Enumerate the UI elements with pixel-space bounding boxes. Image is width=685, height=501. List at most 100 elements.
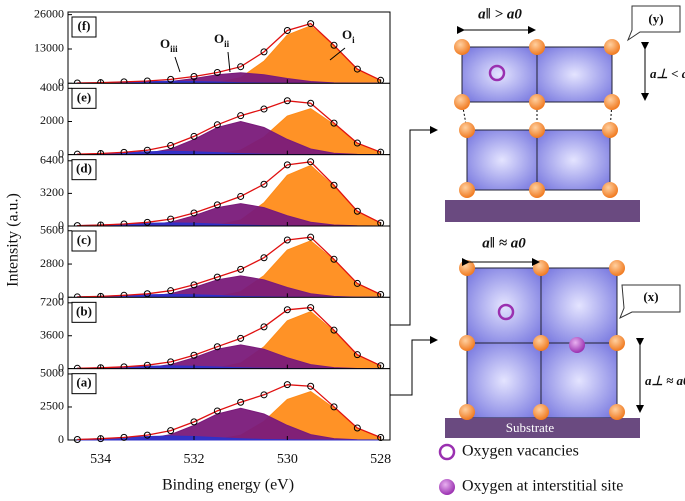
substrate — [445, 418, 640, 438]
y-tick-label: 2500 — [40, 399, 64, 413]
cube — [461, 46, 538, 103]
data-point — [330, 119, 338, 127]
x-tick-label: 530 — [277, 452, 298, 467]
connector — [390, 126, 438, 326]
lattice-label: a‖ > a0 — [478, 6, 522, 22]
data-point — [167, 75, 175, 83]
data-point — [213, 69, 221, 77]
annotation-arrow — [174, 56, 181, 73]
lattice-label: a‖ ≈ a0 — [482, 235, 526, 251]
substrate-label: Substrate — [506, 420, 555, 435]
legend-symbol — [438, 443, 456, 461]
y-tick-label: 5000 — [40, 366, 64, 380]
data-point — [237, 265, 245, 273]
cube — [536, 46, 613, 103]
lattice-label: a⊥ ≈ a0 — [645, 373, 685, 388]
lattice-relaxed: Substrate a‖ ≈ a0 a⊥ ≈ a0 (x) — [445, 235, 685, 438]
annotation-sub: iii — [170, 44, 178, 54]
panel-label-box — [71, 16, 97, 38]
panel-label: (d) — [76, 161, 92, 176]
data-point — [330, 181, 338, 189]
data-point — [213, 273, 221, 281]
data-point — [283, 26, 291, 34]
y-tick-label: 3600 — [40, 327, 64, 341]
data-point — [237, 398, 245, 406]
y-tick-label: 7200 — [40, 295, 64, 309]
legend-label: Oxygen vacancies — [462, 443, 579, 460]
data-point — [167, 287, 175, 295]
y-axis-label: Intensity (a.u.) — [5, 193, 22, 287]
callout-tag: (y) — [648, 11, 663, 26]
fit-line — [77, 306, 381, 369]
data-point — [73, 435, 81, 443]
data-point — [283, 381, 291, 389]
xps-plot: 0 13000 26000 (f) 0 2000 4000 (e) 0 3200 6400 (d) 0 2… — [34, 6, 391, 467]
data-point — [167, 142, 175, 150]
data-point — [190, 209, 198, 217]
x-axis-label: Binding energy (eV) — [162, 477, 294, 494]
data-point — [330, 326, 338, 334]
annotation-text: O — [214, 31, 224, 46]
data-point — [167, 358, 175, 366]
lattice-strained: a‖ > a0 a⊥ < a0 (y) — [445, 5, 685, 222]
data-point — [307, 382, 315, 390]
data-point — [190, 132, 198, 140]
y-tick-label: 0 — [58, 218, 64, 232]
annotation-arrow — [329, 47, 346, 61]
annotation-sub: i — [352, 35, 355, 45]
fit-line — [77, 236, 381, 298]
y-tick-label: 26000 — [34, 6, 64, 20]
y-tick-label: 6400 — [40, 153, 64, 167]
y-tick-label: 4000 — [40, 80, 64, 94]
data-point — [97, 435, 105, 443]
cube — [466, 129, 538, 191]
cube — [466, 342, 542, 419]
data-point — [143, 146, 151, 154]
y-tick-label: 0 — [58, 432, 64, 446]
data-point — [307, 20, 315, 28]
data-point — [330, 255, 338, 263]
panel-label: (a) — [76, 375, 91, 390]
data-point — [190, 351, 198, 359]
annotation-arrow — [227, 51, 231, 73]
panel-label-box — [71, 301, 97, 323]
data-point — [353, 65, 361, 73]
panel-label-box — [71, 230, 97, 252]
data-point — [190, 418, 198, 426]
data-point — [237, 334, 245, 342]
panel-label-box — [71, 373, 97, 395]
y-tick-label: 0 — [58, 146, 64, 160]
annotation: Oii — [214, 31, 230, 49]
data-point — [260, 391, 268, 399]
data-point — [213, 201, 221, 209]
substrate — [445, 200, 640, 222]
data-point — [283, 161, 291, 169]
annotation-text: O — [342, 27, 352, 42]
data-point — [330, 403, 338, 411]
data-point — [283, 306, 291, 314]
data-point — [213, 343, 221, 351]
data-point — [377, 433, 385, 441]
data-point — [143, 290, 151, 298]
peak-annotations: Oiii Oii Oi — [160, 27, 355, 73]
data-point — [237, 192, 245, 200]
interstitial — [569, 337, 585, 353]
y-tick-label: 3200 — [40, 185, 64, 199]
data-point — [237, 63, 245, 71]
annotation: Oi — [342, 27, 355, 45]
fit-line — [77, 100, 381, 155]
data-point — [353, 139, 361, 147]
atoms — [454, 39, 620, 198]
data-point — [260, 180, 268, 188]
y-tick-label: 5600 — [40, 223, 64, 237]
data-point — [260, 105, 268, 113]
vacancy — [488, 64, 506, 82]
panel-label: (c) — [77, 232, 91, 247]
annotation-text: O — [160, 36, 170, 51]
callout-tag: (x) — [643, 289, 658, 304]
annotation: Oiii — [160, 36, 178, 54]
legend-symbol — [439, 479, 455, 495]
data-point — [213, 407, 221, 415]
data-point — [353, 279, 361, 287]
panel-label-box — [71, 159, 97, 181]
